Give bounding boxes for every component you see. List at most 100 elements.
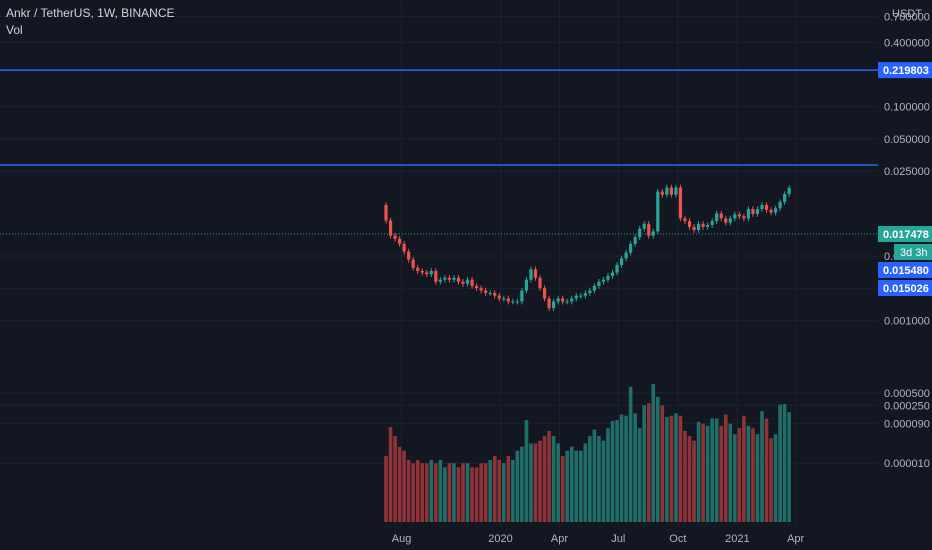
volume-bar [474, 467, 479, 522]
time-tick-label: Oct [669, 533, 686, 545]
time-tick-label: 2021 [725, 533, 749, 545]
countdown-tag-label: 3d 3h [900, 247, 928, 259]
volume-bar [656, 396, 660, 522]
candle-body [737, 214, 741, 217]
candle-body [715, 213, 719, 222]
candle-body [633, 237, 637, 244]
volume-bar [637, 428, 642, 522]
candle-body [692, 226, 696, 231]
candle-body [665, 187, 669, 195]
volume-bar [646, 403, 651, 522]
candle-body [579, 295, 583, 297]
volume-bar [619, 414, 624, 522]
candle-body [393, 235, 397, 239]
candle-body [470, 279, 474, 286]
volume-bar [701, 423, 705, 522]
candlesticks [384, 184, 791, 312]
candle-body [488, 293, 492, 295]
candle-body [388, 220, 393, 236]
volume-bar [470, 467, 474, 522]
volume-bar [615, 420, 619, 522]
price-tick-label: 0.100000 [884, 102, 930, 114]
volume-tick-label: 0.000250 [884, 400, 930, 412]
candle-body [742, 216, 746, 219]
volume-bar [397, 446, 402, 522]
volume-bar [533, 443, 538, 522]
candle-body [647, 223, 651, 236]
candle-body [538, 277, 542, 289]
candle-body [696, 223, 701, 231]
hline-tag-bg [878, 62, 932, 79]
volume-bar [529, 443, 533, 522]
candle-body [615, 264, 619, 273]
volume-bar [764, 418, 769, 522]
countdown-tag-bg [894, 244, 932, 260]
candle-body [502, 298, 506, 300]
volume-bar [624, 415, 628, 522]
volume-bar [674, 413, 678, 522]
candle-body [751, 209, 755, 214]
candle-body [683, 218, 687, 222]
volume-bar [461, 463, 465, 522]
candle-body [443, 277, 447, 280]
volume-bar [769, 438, 773, 522]
price-tick-label: 0.400000 [884, 37, 930, 49]
volume-bar [569, 446, 574, 522]
volume-bar [542, 436, 547, 522]
volume-tick-label: 0.000010 [884, 458, 930, 470]
candle-body [484, 290, 488, 294]
candle-body [710, 221, 714, 226]
horizontal-lines[interactable] [0, 69, 878, 235]
candle-body [402, 243, 406, 252]
candle-body [687, 221, 692, 227]
candle-body [384, 205, 388, 221]
volume-bar [714, 418, 719, 522]
volume-bar [565, 450, 569, 522]
volume-bar [737, 428, 742, 522]
candle-body [475, 285, 479, 289]
time-tick-label: Jul [611, 533, 625, 545]
candle-body [574, 295, 578, 299]
candle-body [411, 259, 415, 268]
volume-bar [429, 459, 434, 522]
volume-bar [583, 443, 588, 522]
volume-bar [497, 459, 502, 522]
candle-body [456, 277, 461, 282]
volume-indicator-label[interactable]: Vol [6, 23, 23, 37]
candle-body [778, 202, 782, 209]
candle-body [592, 285, 596, 291]
volume-bar [755, 434, 760, 522]
candle-body [642, 223, 646, 229]
volume-bar [447, 463, 452, 522]
volume-bar [420, 463, 425, 522]
candle-body [755, 209, 760, 214]
time-axis[interactable]: Aug 2020 Apr Jul Oct 2021 Apr [392, 533, 805, 545]
volume-bar [488, 459, 492, 522]
candle-body [429, 270, 433, 275]
volume-bar [465, 463, 470, 522]
hline-tag-label: 0.015480 [883, 265, 929, 277]
candle-body [624, 252, 628, 259]
candle-body [420, 270, 424, 273]
candle-body [425, 272, 429, 275]
candle-body [465, 279, 470, 284]
candle-body [651, 231, 655, 236]
price-tick-label: 0.700000 [884, 11, 930, 23]
candle-body [601, 279, 606, 282]
volume-bar [669, 415, 674, 522]
time-tick-label: Apr [551, 533, 568, 545]
volume-tick-label: 0.000090 [884, 419, 930, 431]
candle-body [493, 293, 497, 296]
symbol-title[interactable]: Ankr / TetherUS, 1W, BINANCE [6, 6, 175, 20]
volume-bar [538, 440, 542, 522]
volume-bar [710, 418, 714, 522]
candle-body [719, 213, 723, 219]
volume-bar [560, 455, 565, 522]
candle-body [760, 205, 764, 210]
candle-body [438, 279, 442, 282]
candle-body [407, 251, 411, 260]
last-price-tag-bg [878, 226, 932, 242]
candle-body [434, 270, 438, 282]
candle-body [787, 187, 791, 195]
